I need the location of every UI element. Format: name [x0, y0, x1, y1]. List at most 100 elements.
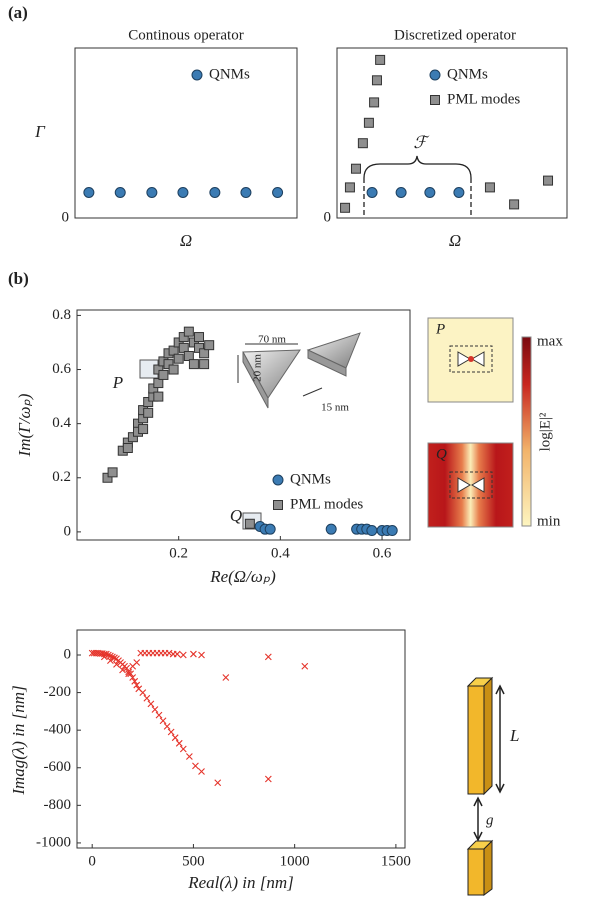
data-point [125, 670, 133, 678]
data-point [204, 340, 215, 351]
data-point [244, 518, 255, 529]
annotation: ℱ [413, 133, 430, 152]
data-point [104, 651, 112, 659]
data-point [100, 650, 108, 658]
data-point [165, 649, 173, 657]
field-inset-p [427, 317, 514, 403]
data-point [366, 187, 378, 198]
data-point [395, 187, 407, 198]
legend-label: PML modes [290, 496, 363, 512]
plot-frame [76, 629, 406, 849]
data-point [146, 187, 158, 198]
data-point [168, 345, 179, 356]
data-point [386, 525, 398, 537]
x-axis-label: Re(Ω/ωₚ) [209, 567, 276, 586]
y-tick-label: -400 [44, 722, 72, 738]
data-point [111, 654, 118, 662]
data-point [264, 653, 272, 661]
data-point [131, 677, 139, 685]
x-tick-label: 0 [88, 853, 96, 869]
annotation: 15 nm [321, 402, 349, 414]
data-point [543, 175, 554, 186]
diagram-label: L [509, 726, 519, 745]
data-point [185, 753, 193, 760]
data-point [133, 681, 141, 689]
x-axis-label: Real(λ) in [nm] [187, 873, 294, 892]
data-point [325, 523, 337, 535]
data-point [163, 723, 171, 730]
colorbar [521, 336, 532, 527]
y-axis-label: Imag(λ) in [nm] [9, 685, 28, 795]
data-point [340, 202, 351, 213]
data-point [173, 353, 184, 364]
x-tick-label: 0.2 [169, 545, 188, 561]
data-point [264, 523, 276, 535]
data-point [163, 359, 174, 370]
annotation: 70 nm [258, 334, 286, 346]
data-point [127, 670, 135, 678]
data-point [424, 187, 436, 198]
data-point [158, 369, 169, 380]
data-point [188, 337, 199, 348]
data-point [83, 187, 95, 198]
y-axis-label: Im(Γ/ωₚ) [15, 393, 34, 457]
data-point [344, 182, 355, 193]
y-tick-label: 0.6 [52, 361, 71, 377]
data-point [155, 711, 163, 719]
legend-label: QNMs [290, 471, 331, 487]
data-point [133, 659, 141, 666]
data-point [183, 351, 194, 361]
legend-marker [191, 69, 203, 81]
y-tick-label: -1000 [36, 834, 71, 850]
y-tick-label: 0.2 [52, 469, 71, 485]
data-point [123, 664, 130, 672]
data-point [199, 348, 210, 359]
data-point [194, 332, 205, 343]
legend-marker [429, 69, 441, 81]
data-point [113, 661, 120, 668]
annotation: Q [230, 506, 242, 525]
data-point [509, 199, 520, 210]
data-point [143, 694, 151, 702]
plot-frame [74, 47, 298, 219]
data-point [178, 342, 189, 353]
data-point [102, 472, 113, 483]
nanostructure [237, 332, 361, 409]
inset-label: P [435, 321, 445, 337]
data-point [147, 700, 155, 708]
dimer-diagram [466, 676, 505, 896]
plot-frame [76, 309, 411, 541]
annotation: P [112, 373, 123, 392]
y-tick-label: 0 [324, 209, 332, 225]
y-tick-label: -600 [44, 759, 72, 775]
data-point [369, 97, 380, 108]
x-tick-label: 1000 [280, 853, 310, 869]
plot-frame [336, 47, 568, 219]
data-point [102, 650, 110, 658]
legend-label: QNMs [447, 66, 488, 82]
data-point [177, 187, 189, 198]
data-point [375, 54, 386, 65]
data-point [159, 717, 167, 725]
y-tick-label: 0.8 [52, 307, 71, 323]
x-axis-label: Ω [180, 231, 192, 250]
data-point [122, 443, 133, 453]
x-tick-label: 0.4 [271, 545, 290, 561]
x-tick-label: 500 [182, 853, 205, 869]
legend-marker [273, 500, 283, 510]
diagram-label: g [486, 812, 494, 828]
colorbar-min: min [537, 513, 561, 529]
data-point [209, 187, 221, 198]
chart-title: Discretized operator [394, 27, 516, 43]
data-point [190, 650, 197, 658]
legend-label: PML modes [447, 91, 520, 107]
data-point [143, 397, 154, 407]
data-point [168, 364, 179, 375]
data-point [107, 657, 114, 665]
x-tick-label: 1500 [381, 853, 411, 869]
data-point [173, 650, 181, 658]
data-point [194, 342, 205, 353]
data-point [153, 378, 164, 389]
data-point [198, 768, 205, 775]
data-point [192, 762, 199, 770]
